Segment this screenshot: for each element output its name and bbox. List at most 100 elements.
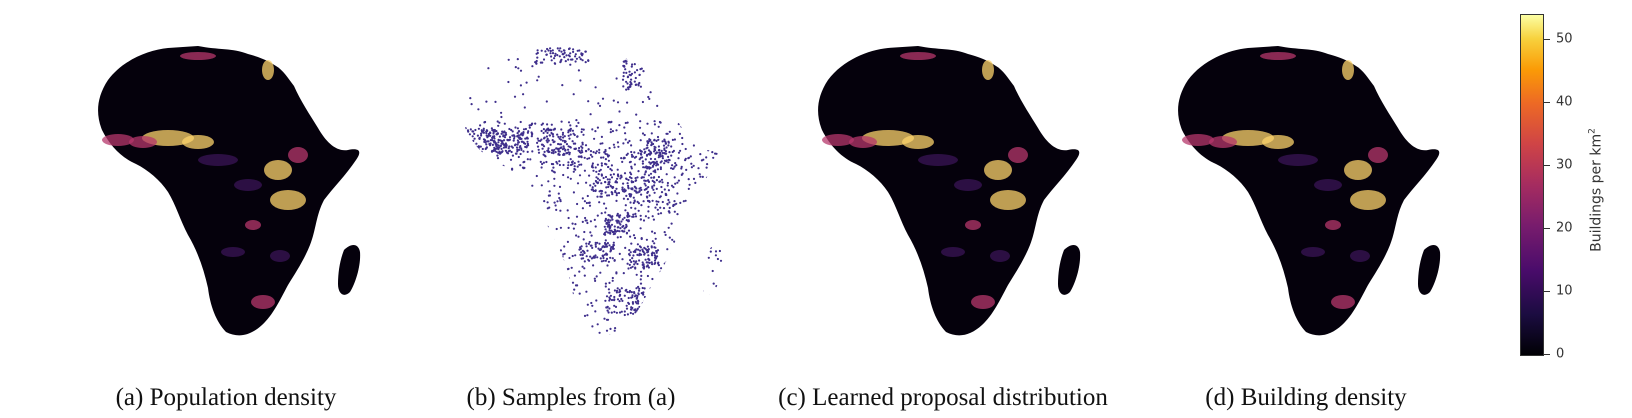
sample-point <box>599 195 602 198</box>
sample-point <box>607 288 610 291</box>
sample-point <box>657 154 661 157</box>
density-hotspot <box>1182 134 1214 146</box>
sample-point <box>665 261 668 264</box>
sample-point <box>524 258 527 261</box>
sample-point <box>685 246 689 249</box>
sample-point <box>608 178 611 181</box>
sample-point <box>540 49 543 52</box>
sample-point <box>542 58 546 61</box>
sample-point <box>621 78 625 81</box>
sample-point <box>531 122 534 125</box>
sample-point <box>705 166 708 169</box>
sample-point <box>652 314 655 317</box>
sample-point <box>639 214 642 217</box>
sample-point <box>579 247 582 250</box>
sample-point <box>642 219 646 222</box>
sample-point <box>526 131 529 134</box>
sample-point <box>555 147 558 150</box>
sample-point <box>503 131 506 134</box>
sample-point <box>481 289 484 292</box>
sample-point <box>631 301 634 304</box>
sample-point <box>497 138 500 141</box>
sample-point <box>592 169 595 172</box>
sample-point <box>622 272 625 275</box>
sample-point <box>516 135 519 138</box>
sample-point <box>634 179 637 182</box>
sample-point <box>545 160 548 164</box>
sample-point <box>640 237 643 240</box>
sample-point <box>663 162 666 165</box>
sample-point <box>722 143 725 146</box>
sample-point <box>550 151 553 154</box>
sample-point <box>509 193 513 196</box>
sample-point <box>668 310 671 314</box>
sample-point <box>563 245 566 248</box>
sample-point <box>490 337 492 339</box>
sample-point <box>585 255 588 258</box>
sample-point <box>569 146 572 149</box>
sample-point <box>463 166 466 170</box>
sample-point <box>569 158 572 161</box>
sample-point <box>661 276 664 280</box>
sample-point <box>583 230 586 234</box>
sample-point <box>536 141 539 144</box>
sample-point <box>682 336 684 338</box>
sample-point <box>557 192 560 195</box>
sample-point <box>639 318 643 321</box>
sample-point <box>631 265 634 268</box>
sample-point <box>671 238 674 241</box>
sample-point <box>615 129 618 132</box>
sample-point <box>519 236 522 240</box>
sample-point <box>650 143 653 146</box>
sample-point <box>531 326 534 329</box>
sample-point <box>505 133 508 136</box>
sample-point <box>526 290 529 293</box>
density-hotspot <box>129 136 157 148</box>
sample-point <box>595 299 598 302</box>
sample-point <box>715 325 718 328</box>
sample-point <box>526 144 529 147</box>
sample-point <box>589 220 592 223</box>
sample-point <box>586 194 589 198</box>
sample-point <box>533 281 536 284</box>
sample-point <box>493 141 496 144</box>
sample-point <box>533 324 536 327</box>
sample-point <box>706 238 710 241</box>
sample-point <box>558 163 561 167</box>
sample-point <box>517 141 520 144</box>
sample-point <box>628 70 631 73</box>
sample-point <box>582 133 585 136</box>
sample-point <box>599 257 602 260</box>
sample-point <box>659 206 662 209</box>
sample-point <box>606 194 609 197</box>
sample-point <box>530 232 533 235</box>
sample-point <box>596 177 600 180</box>
sample-point <box>468 146 471 149</box>
sample-point <box>625 231 629 234</box>
sample-point <box>616 177 619 180</box>
sample-point <box>464 148 467 151</box>
density-hotspot <box>288 147 308 163</box>
sample-point <box>633 236 637 240</box>
sample-point <box>614 191 617 194</box>
sample-point <box>643 179 646 182</box>
sample-point <box>619 290 622 293</box>
sample-point <box>660 178 664 181</box>
sample-point <box>664 142 667 145</box>
sample-point <box>648 161 651 164</box>
sample-point <box>614 305 618 308</box>
sample-point <box>717 226 720 229</box>
density-hotspot <box>262 60 274 80</box>
sample-point <box>666 315 669 318</box>
sample-point <box>595 275 598 278</box>
sample-point <box>705 176 709 179</box>
sample-point <box>488 163 491 166</box>
sample-point <box>490 234 493 237</box>
sample-point <box>563 312 566 315</box>
sample-point <box>625 80 628 83</box>
sample-point <box>692 164 695 167</box>
sample-point <box>668 236 671 239</box>
sample-point <box>512 139 515 142</box>
sample-point <box>610 229 613 232</box>
sample-point <box>655 187 658 190</box>
